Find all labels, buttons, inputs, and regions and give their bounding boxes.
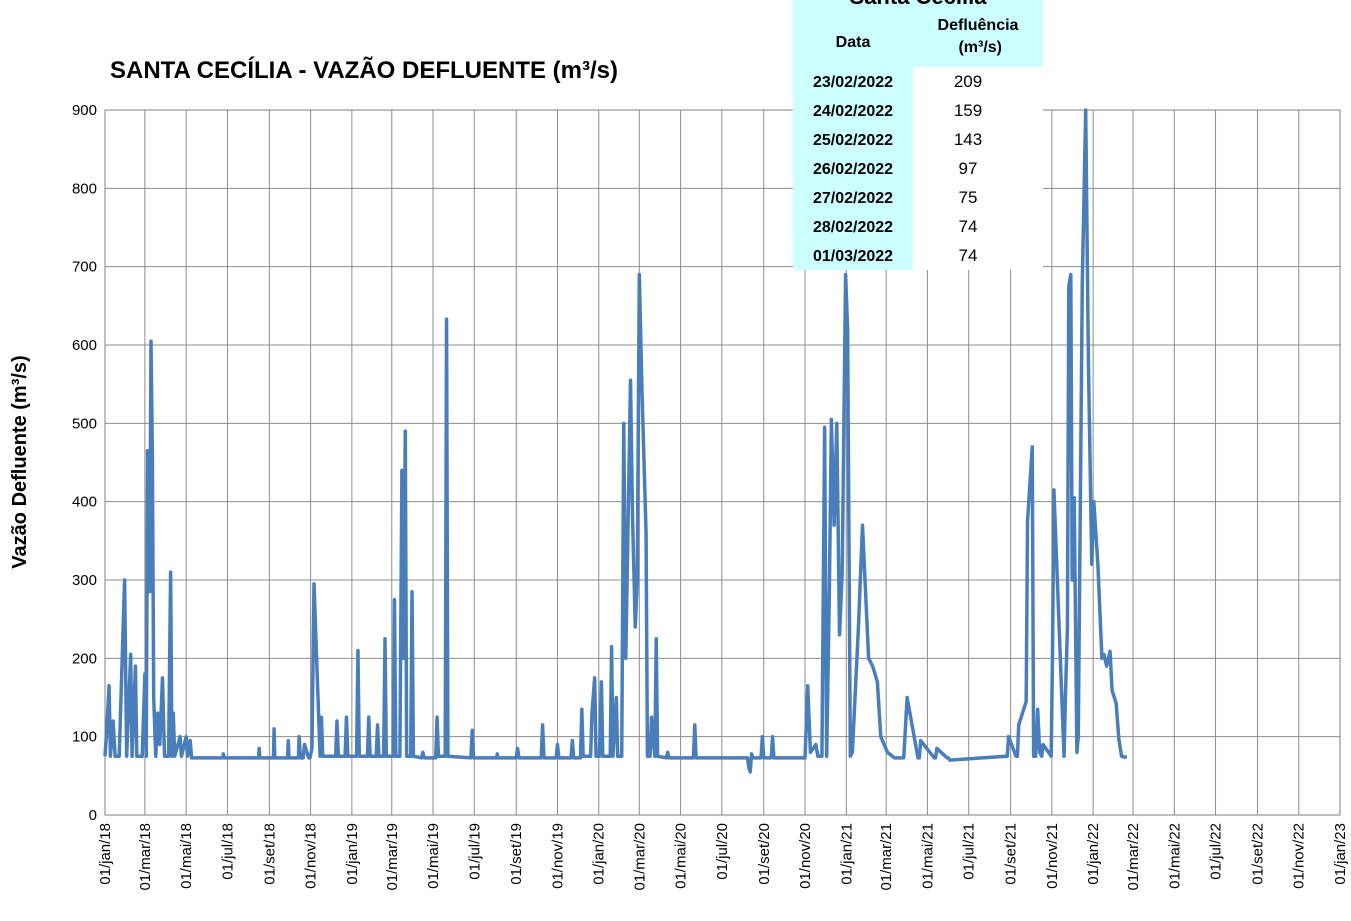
y-tick-label: 200 — [72, 650, 97, 667]
y-tick-label: 100 — [72, 729, 97, 746]
table-value: 75 — [959, 188, 978, 207]
x-tick-label: 01/jan/21 — [838, 823, 855, 885]
x-tick-label: 01/mai/20 — [673, 823, 690, 889]
table-value-cell — [913, 154, 1043, 183]
table-title: Santa Cecília — [850, 0, 988, 9]
table-value: 209 — [954, 72, 982, 91]
x-tick-label: 01/set/21 — [1003, 823, 1020, 885]
table-value-cell — [913, 125, 1043, 154]
x-tick-label: 01/mai/18 — [178, 823, 195, 889]
plot-frame — [104, 109, 1341, 816]
table-date: 25/02/2022 — [813, 132, 893, 149]
x-tick-label: 01/mar/20 — [631, 823, 648, 891]
x-tick-label: 01/nov/22 — [1291, 823, 1308, 889]
table-date-cell — [793, 183, 913, 212]
x-tick-label: 01/jan/20 — [591, 823, 608, 885]
x-tick-label: 01/jul/22 — [1208, 823, 1225, 880]
x-tick-label: 01/jan/22 — [1085, 823, 1102, 885]
x-tick-label: 01/jul/18 — [219, 823, 236, 880]
table-date-cell — [793, 241, 913, 270]
table-value: 74 — [959, 246, 978, 265]
y-tick-label: 900 — [72, 102, 97, 119]
x-tick-label: 01/set/20 — [756, 823, 773, 885]
table-date: 24/02/2022 — [813, 103, 893, 120]
table-date-cell — [793, 212, 913, 241]
table-value-cell — [913, 96, 1043, 125]
x-tick-label: 01/mar/22 — [1125, 823, 1142, 891]
x-tick-label: 01/mar/18 — [137, 823, 154, 891]
x-tick-label: 01/jul/21 — [961, 823, 978, 880]
table-value-cell — [913, 212, 1043, 241]
table-date-cell — [793, 96, 913, 125]
x-tick-label: 01/jul/19 — [466, 823, 483, 880]
x-tick-label: 01/nov/21 — [1044, 823, 1061, 889]
table-header-bg — [793, 10, 1043, 67]
data-line — [103, 108, 1127, 774]
table-value-cell — [913, 241, 1043, 270]
table-value: 74 — [959, 217, 978, 236]
x-tick-label: 01/mai/22 — [1166, 823, 1183, 889]
table-value: 159 — [954, 101, 982, 120]
table-value-cell — [913, 67, 1043, 96]
y-tick-label: 500 — [72, 415, 97, 432]
flow-table: Santa Cecília Data Defluência (m³/s) 23/02/… — [793, 0, 1043, 270]
x-tick-label: 01/nov/20 — [797, 823, 814, 889]
table-value-cell — [913, 183, 1043, 212]
table-date: 26/02/2022 — [813, 161, 893, 178]
y-tick-label: 300 — [72, 572, 97, 589]
table-date-cell — [793, 67, 913, 96]
x-tick-label: 01/nov/18 — [303, 823, 320, 889]
x-tick-label: 01/mar/19 — [384, 823, 401, 891]
y-tick-label: 600 — [72, 337, 97, 354]
table-date-cell — [793, 125, 913, 154]
table-date: 23/02/2022 — [813, 74, 893, 91]
x-tick-label: 01/set/22 — [1249, 823, 1266, 885]
table-date: 01/03/2022 — [813, 248, 893, 265]
y-tick-label: 800 — [72, 180, 97, 197]
table-header: Data — [836, 34, 871, 51]
y-tick-label: 700 — [72, 259, 97, 276]
table-date: 28/02/2022 — [813, 219, 893, 236]
x-tick-label: 01/jan/18 — [97, 823, 114, 885]
x-tick-label: 01/jan/19 — [344, 823, 361, 885]
y-axis-label: Vazão Defluente (m³/s) — [9, 355, 31, 568]
y-tick-label: 0 — [89, 807, 97, 824]
x-tick-label: 01/jul/20 — [714, 823, 731, 880]
chart-title: SANTA CECÍLIA - VAZÃO DEFLUENTE (m³/s) — [110, 56, 618, 84]
table-date-cell — [793, 154, 913, 183]
y-tick-label: 400 — [72, 494, 97, 511]
x-tick-label: 01/nov/19 — [549, 823, 566, 889]
x-tick-label: 01/mai/21 — [919, 823, 936, 889]
x-tick-label: 01/mai/19 — [425, 823, 442, 889]
table-title-bg — [793, 0, 1043, 10]
x-tick-label: 01/mar/21 — [878, 823, 895, 891]
table-header: Defluência (m³/s) — [938, 17, 1019, 56]
x-tick-label: 01/set/19 — [508, 823, 525, 885]
table-value: 97 — [959, 159, 978, 178]
table-value: 143 — [954, 130, 982, 149]
table-date: 27/02/2022 — [813, 190, 893, 207]
x-tick-label: 01/jan/23 — [1332, 823, 1349, 885]
x-tick-label: 01/set/18 — [261, 823, 278, 885]
